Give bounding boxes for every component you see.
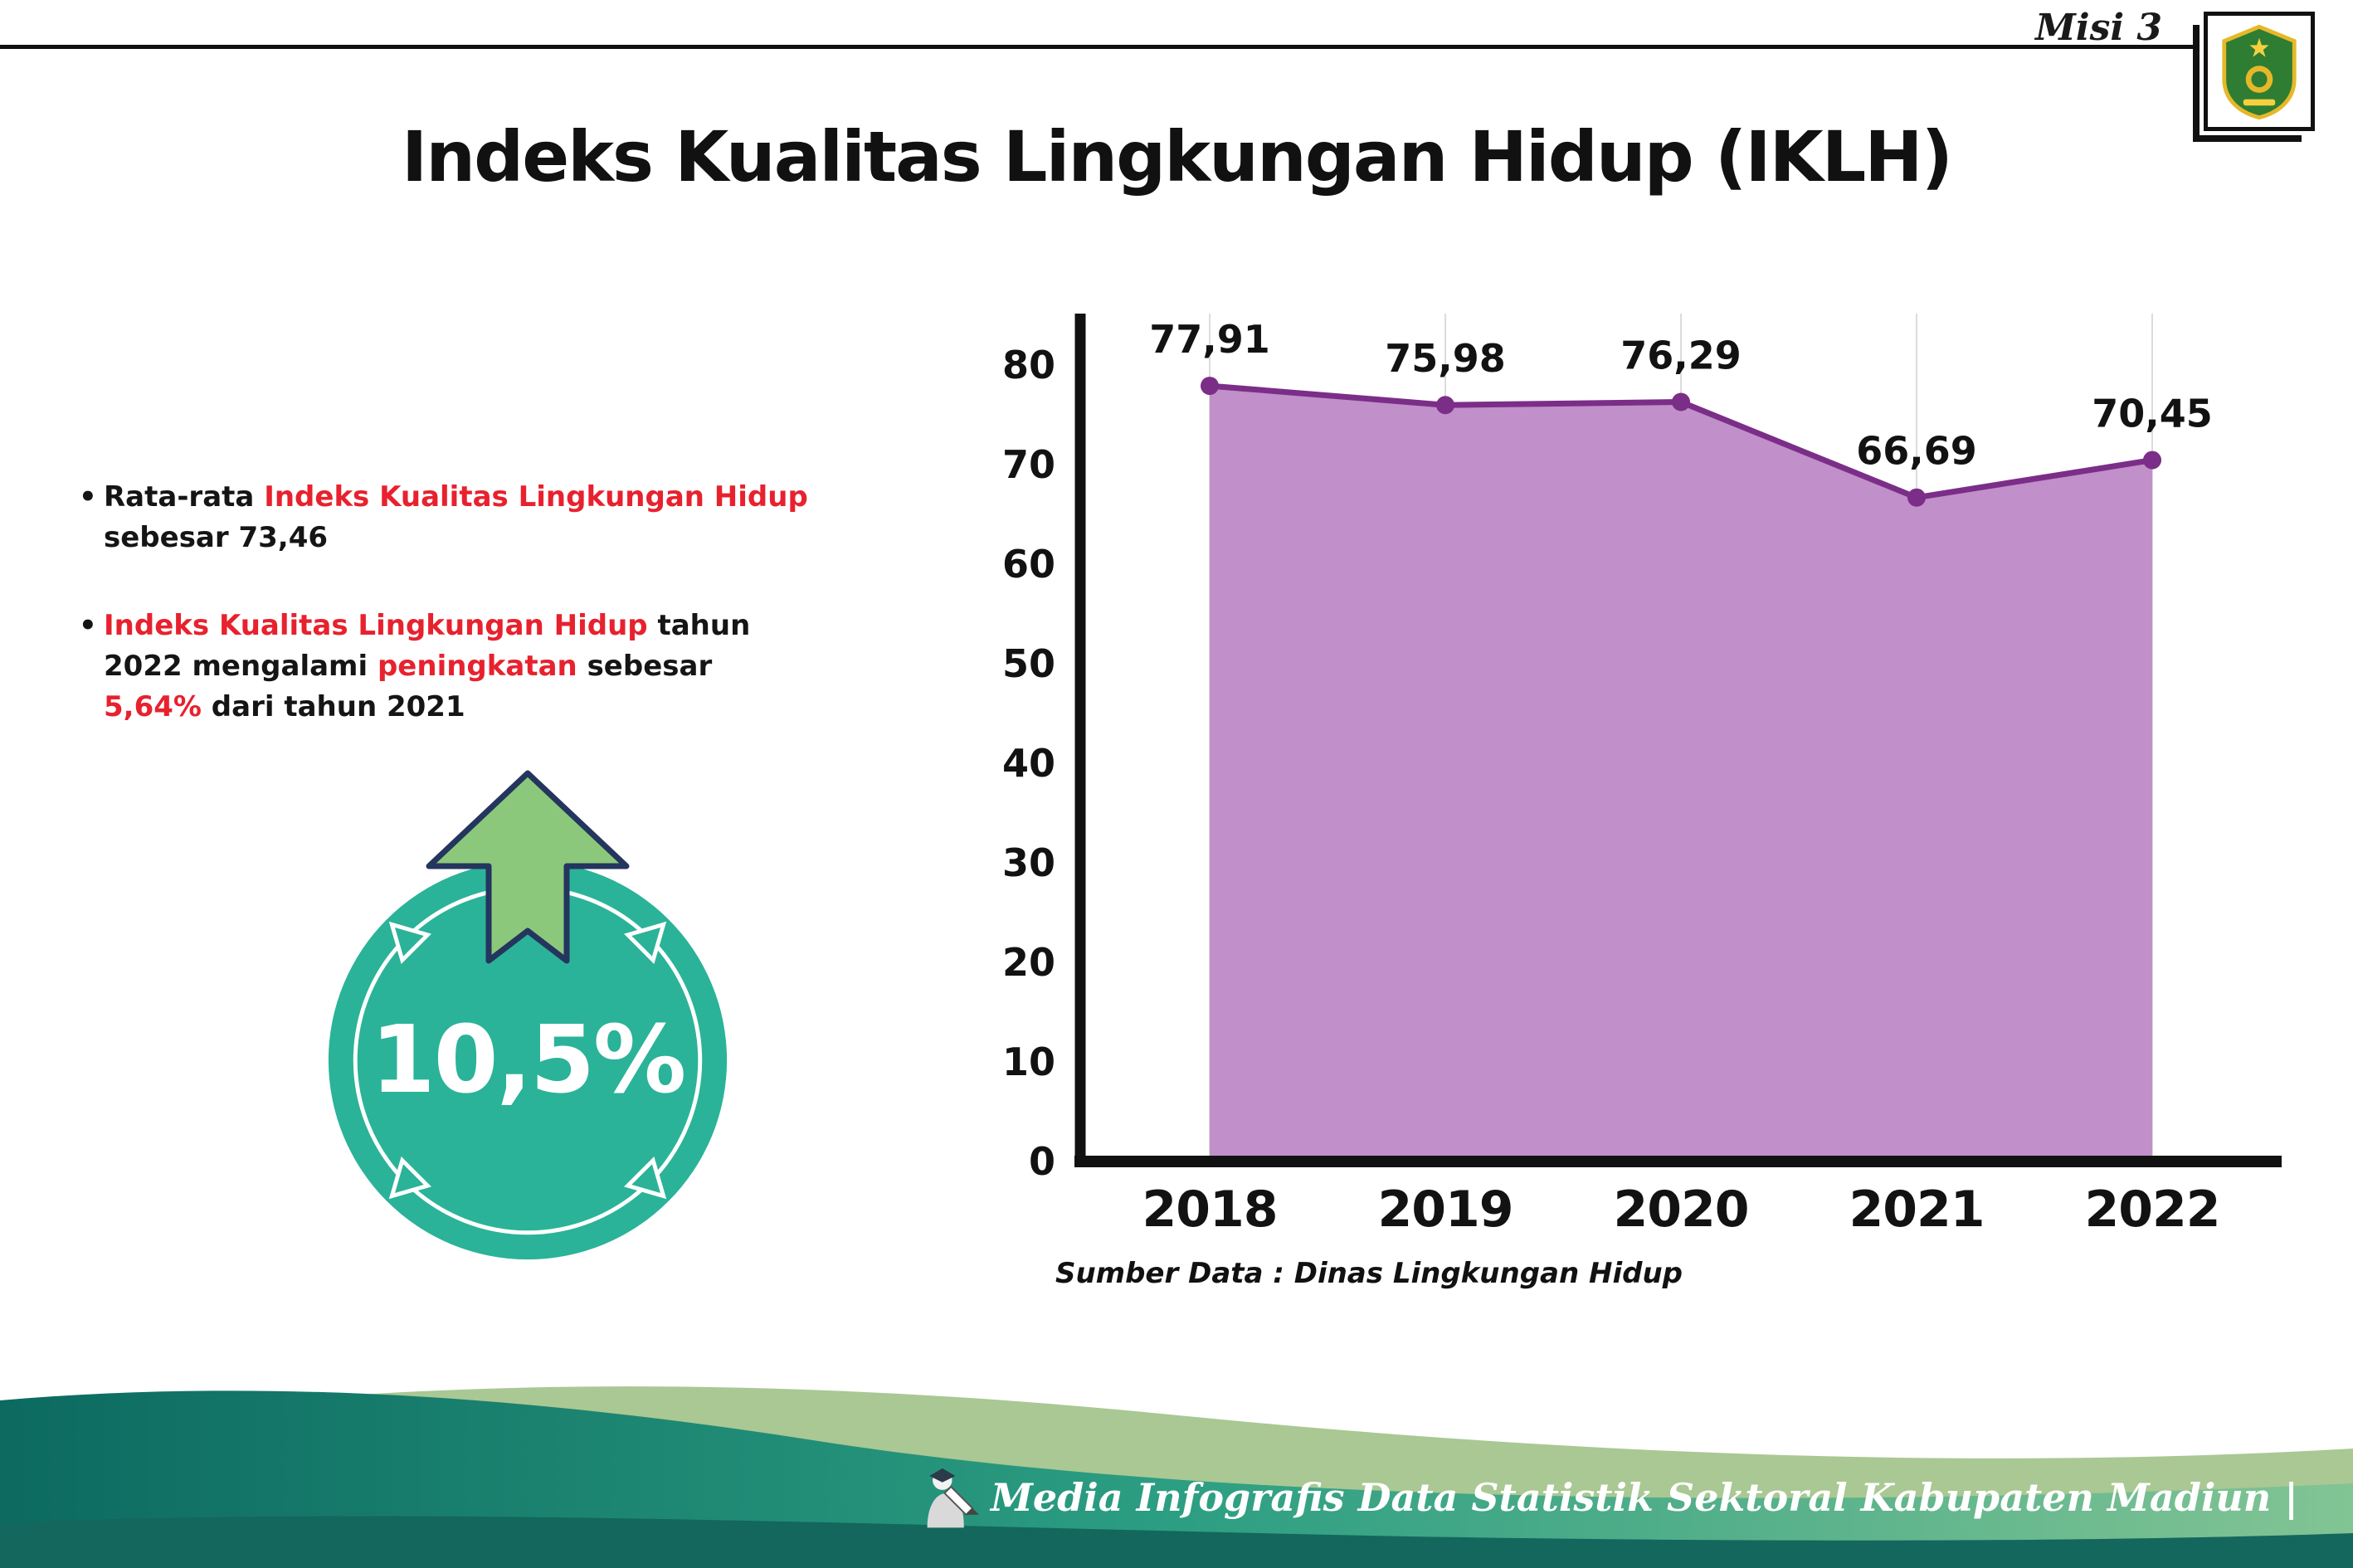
chart-source: Sumber Data : Dinas Lingkungan Hidup bbox=[1055, 1257, 1683, 1290]
logo-corner-line bbox=[2193, 135, 2302, 142]
badge-triangles bbox=[388, 921, 667, 1200]
svg-text:20: 20 bbox=[1002, 940, 1055, 985]
footer-text: Media Infografis Data Statistik Sektoral… bbox=[990, 1475, 2298, 1520]
logo-frame bbox=[2204, 12, 2315, 131]
bullet-text: sebesar 73,46 bbox=[104, 480, 818, 555]
bullet-list: Rata-rata Indeks Kualitas Lingkungan Hid… bbox=[79, 477, 817, 774]
svg-text:2020: 2020 bbox=[1614, 1181, 1749, 1239]
area-chart-svg: 0 10 20 30 40 50 60 70 80 2018 2019 2020 2021 2022 77,… bbox=[1002, 314, 2282, 1239]
misi-label: Misi 3 bbox=[2035, 7, 2162, 49]
svg-text:2022: 2022 bbox=[2085, 1181, 2220, 1239]
svg-text:70,45: 70,45 bbox=[2092, 392, 2213, 436]
mascot-icon bbox=[927, 1468, 979, 1528]
svg-text:40: 40 bbox=[1002, 741, 1055, 786]
bullet-text: Rata-rata bbox=[104, 480, 265, 514]
bullet-text-red: Indeks Kualitas Lingkungan Hidup bbox=[104, 608, 648, 642]
page-title: Indeks Kualitas Lingkungan Hidup (IKLH) bbox=[402, 116, 1953, 197]
svg-text:2021: 2021 bbox=[1849, 1181, 1985, 1239]
svg-text:75,98: 75,98 bbox=[1385, 336, 1506, 381]
shield-icon bbox=[2222, 24, 2297, 120]
bullet-item: Rata-rata Indeks Kualitas Lingkungan Hid… bbox=[79, 477, 817, 559]
wave-dark-strip bbox=[0, 1516, 2353, 1568]
iklh-chart: 0 10 20 30 40 50 60 70 80 2018 2019 2020 2021 2022 77,… bbox=[954, 299, 2298, 1253]
bullet-item: Indeks Kualitas Lingkungan Hidup tahun 2… bbox=[79, 606, 817, 728]
svg-text:0: 0 bbox=[1029, 1139, 1055, 1184]
logo-corner-line bbox=[2193, 25, 2200, 142]
svg-text:76,29: 76,29 bbox=[1620, 334, 1742, 378]
svg-text:2018: 2018 bbox=[1142, 1181, 1278, 1239]
svg-text:80: 80 bbox=[1002, 343, 1055, 387]
svg-text:60: 60 bbox=[1002, 542, 1055, 587]
badge-value: 10,5% bbox=[370, 1006, 687, 1114]
bullet-text-red: 5,64% bbox=[104, 690, 202, 724]
kabupaten-madiun-logo bbox=[2193, 12, 2315, 142]
svg-text:50: 50 bbox=[1002, 641, 1055, 686]
bullet-text-red: Indeks Kualitas Lingkungan Hidup bbox=[264, 480, 808, 514]
header-rule bbox=[0, 45, 2197, 49]
svg-text:30: 30 bbox=[1002, 840, 1055, 885]
footer-bar: Media Infografis Data Statistik Sektoral… bbox=[914, 1465, 2298, 1530]
bullet-text: tahun 2022 mengalami bbox=[104, 608, 761, 683]
svg-text:10: 10 bbox=[1002, 1040, 1055, 1084]
bullet-text-red: peningkatan bbox=[377, 649, 577, 683]
svg-text:66,69: 66,69 bbox=[1856, 429, 1977, 474]
svg-text:2019: 2019 bbox=[1378, 1181, 1513, 1239]
svg-text:77,91: 77,91 bbox=[1149, 317, 1270, 362]
up-arrow-icon bbox=[426, 770, 630, 964]
bullet-text: sebesar bbox=[577, 649, 723, 683]
bullet-text: dari tahun 2021 bbox=[201, 690, 465, 724]
footer-wave bbox=[0, 1386, 2353, 1568]
svg-text:70: 70 bbox=[1002, 442, 1055, 487]
